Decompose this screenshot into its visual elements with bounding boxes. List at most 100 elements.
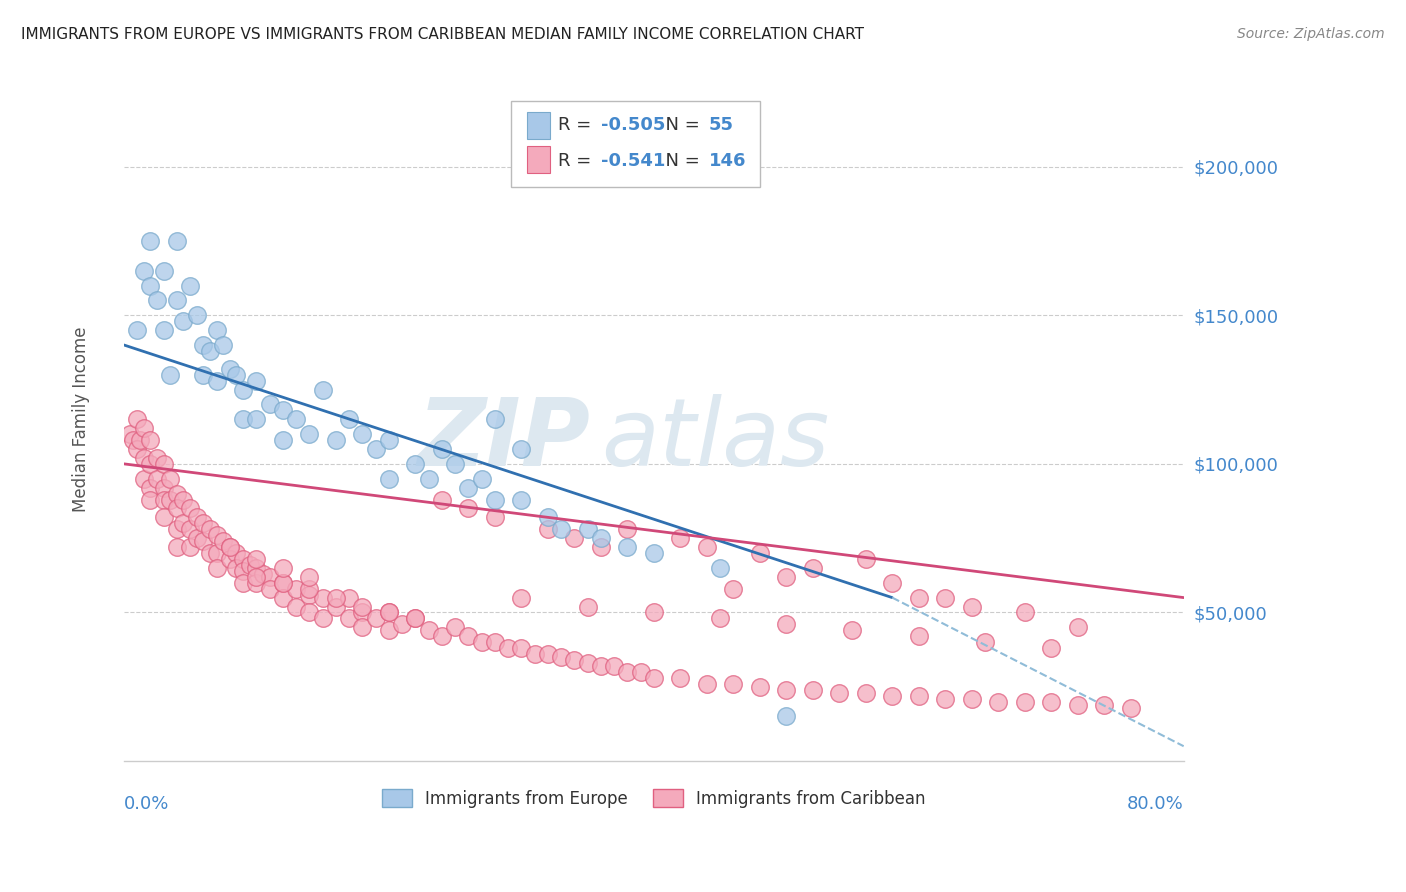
Point xyxy=(352,606,374,620)
Point xyxy=(630,665,652,679)
Point xyxy=(352,620,374,634)
Point xyxy=(616,540,638,554)
Point xyxy=(801,682,824,697)
Point xyxy=(218,361,240,376)
Point xyxy=(311,591,333,605)
Point xyxy=(1040,695,1063,709)
Point xyxy=(669,531,692,545)
Point xyxy=(139,457,162,471)
Text: N =: N = xyxy=(654,116,706,134)
Point xyxy=(987,695,1010,709)
Point xyxy=(152,323,174,337)
FancyBboxPatch shape xyxy=(527,112,550,139)
Point xyxy=(378,606,401,620)
Point xyxy=(205,323,228,337)
Point xyxy=(696,677,718,691)
Point xyxy=(239,558,262,572)
Point xyxy=(172,492,194,507)
Point xyxy=(152,481,174,495)
Point xyxy=(523,647,546,661)
Point xyxy=(245,561,267,575)
FancyBboxPatch shape xyxy=(527,145,550,173)
Point xyxy=(125,442,148,456)
Point xyxy=(484,510,506,524)
Point xyxy=(364,442,387,456)
Point xyxy=(882,689,904,703)
Point xyxy=(404,611,426,625)
Point xyxy=(907,629,929,643)
Point xyxy=(775,682,797,697)
Point xyxy=(589,659,612,673)
Point xyxy=(179,278,201,293)
Point xyxy=(537,510,560,524)
Point xyxy=(212,534,235,549)
Text: Median Family Income: Median Family Income xyxy=(73,326,90,512)
Point xyxy=(311,611,333,625)
Text: -0.505: -0.505 xyxy=(600,116,665,134)
Point xyxy=(218,540,240,554)
Point xyxy=(510,442,533,456)
Point xyxy=(166,293,188,308)
Point xyxy=(550,650,572,665)
Point xyxy=(616,522,638,536)
Point xyxy=(218,552,240,566)
Point xyxy=(352,599,374,614)
Point xyxy=(616,665,638,679)
Point xyxy=(152,263,174,277)
Point xyxy=(643,606,665,620)
Point xyxy=(271,575,294,590)
Text: 55: 55 xyxy=(709,116,734,134)
Point xyxy=(576,656,599,670)
Point xyxy=(132,450,155,465)
Point xyxy=(404,611,426,625)
Point xyxy=(271,561,294,575)
Point xyxy=(271,591,294,605)
Point xyxy=(225,368,247,382)
Point xyxy=(245,570,267,584)
Point xyxy=(298,582,321,596)
Point xyxy=(139,278,162,293)
Point xyxy=(198,343,221,358)
Text: 80.0%: 80.0% xyxy=(1128,796,1184,814)
Point xyxy=(669,671,692,685)
Point xyxy=(391,617,413,632)
Point xyxy=(139,234,162,248)
Point xyxy=(186,531,208,545)
Point xyxy=(232,383,254,397)
Point xyxy=(179,501,201,516)
Point xyxy=(146,450,169,465)
Point xyxy=(1014,695,1036,709)
Point xyxy=(404,457,426,471)
Point xyxy=(723,582,745,596)
Legend: Immigrants from Europe, Immigrants from Caribbean: Immigrants from Europe, Immigrants from … xyxy=(375,783,932,814)
Text: N =: N = xyxy=(654,152,706,169)
Point xyxy=(159,492,181,507)
Point xyxy=(193,368,215,382)
Point xyxy=(775,709,797,723)
Point xyxy=(709,561,731,575)
Point xyxy=(337,412,360,426)
Point xyxy=(352,427,374,442)
Point xyxy=(245,374,267,388)
Point xyxy=(562,531,585,545)
Point xyxy=(259,570,281,584)
Point xyxy=(252,566,274,581)
Point xyxy=(132,263,155,277)
Point xyxy=(122,433,145,447)
Point xyxy=(378,433,401,447)
Point xyxy=(430,442,453,456)
Point xyxy=(259,582,281,596)
Point xyxy=(152,510,174,524)
Text: R =: R = xyxy=(558,152,598,169)
Point xyxy=(232,412,254,426)
Point xyxy=(723,677,745,691)
Point xyxy=(643,671,665,685)
Point xyxy=(311,383,333,397)
Point xyxy=(232,575,254,590)
Point xyxy=(696,540,718,554)
Point xyxy=(225,561,247,575)
Point xyxy=(198,522,221,536)
Point xyxy=(271,403,294,417)
Point xyxy=(418,472,440,486)
Point xyxy=(337,611,360,625)
